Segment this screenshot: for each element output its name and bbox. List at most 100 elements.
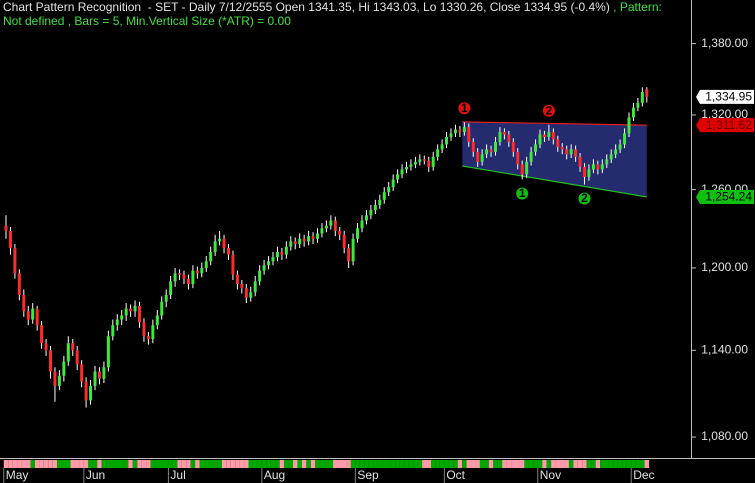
candle-body xyxy=(133,305,137,312)
candle-body xyxy=(53,371,57,386)
candle-body xyxy=(75,350,79,365)
candle-body xyxy=(4,225,8,231)
candle-body xyxy=(271,257,275,262)
direction-ribbon xyxy=(248,460,253,468)
lower-end-label-box xyxy=(696,189,754,204)
candle-body xyxy=(13,247,17,274)
candle-body xyxy=(583,166,586,177)
direction-ribbon xyxy=(190,460,196,468)
candle-body xyxy=(293,241,297,245)
candle-body xyxy=(471,141,475,152)
candle-body xyxy=(623,133,627,145)
direction-ribbon xyxy=(288,460,294,468)
direction-ribbon xyxy=(172,460,178,468)
direction-ribbon xyxy=(608,460,614,468)
direction-ribbon xyxy=(235,460,240,468)
pivot-marker xyxy=(516,187,529,200)
candle-body xyxy=(160,301,164,316)
direction-ribbon xyxy=(230,460,236,468)
direction-ribbon xyxy=(475,460,480,468)
candle-body xyxy=(311,236,315,239)
direction-ribbon xyxy=(155,460,160,468)
direction-ribbon xyxy=(484,460,489,468)
direction-ribbon xyxy=(123,460,129,468)
candle-body xyxy=(329,220,333,226)
direction-ribbon xyxy=(426,460,431,468)
candle-body xyxy=(511,141,515,152)
candle-body xyxy=(66,343,70,362)
candle-body xyxy=(195,270,199,274)
candle-body xyxy=(373,204,377,211)
direction-ribbon xyxy=(106,460,111,468)
candle-body xyxy=(151,325,155,340)
x-tick-label: May xyxy=(6,468,29,482)
candle-body xyxy=(227,247,230,255)
candle-body xyxy=(525,161,529,175)
candle-body xyxy=(485,149,489,155)
direction-ribbon xyxy=(493,460,498,468)
candle-body xyxy=(320,228,324,234)
direction-ribbon xyxy=(430,460,436,468)
direction-ribbon xyxy=(577,460,583,468)
direction-ribbon xyxy=(524,460,529,468)
candle-body xyxy=(240,284,244,289)
direction-ribbon xyxy=(435,460,440,468)
direction-ribbon xyxy=(266,460,271,468)
pivot-label: 1 xyxy=(519,186,526,200)
candle-body xyxy=(138,305,141,323)
candle-body xyxy=(124,308,128,316)
candle-body xyxy=(316,233,319,239)
candle-body xyxy=(218,238,222,242)
pattern-label: , Pattern: xyxy=(610,0,662,14)
direction-ribbon xyxy=(275,460,280,468)
candle-body xyxy=(462,127,466,133)
candle-body xyxy=(636,102,640,108)
direction-ribbon xyxy=(3,460,9,468)
direction-ribbon xyxy=(355,460,360,468)
direction-ribbon xyxy=(92,460,98,468)
direction-ribbon xyxy=(595,460,601,468)
title-text: Chart Pattern Recognition - SET - Daily … xyxy=(3,0,610,14)
direction-ribbon xyxy=(341,460,347,468)
direction-ribbon xyxy=(346,460,351,468)
candle-body xyxy=(191,270,195,285)
candle-body xyxy=(520,164,524,175)
direction-ribbon xyxy=(644,460,650,468)
pattern-upper-line xyxy=(462,121,647,126)
candle-body xyxy=(275,251,279,258)
direction-ribbon xyxy=(328,460,334,468)
candle-body xyxy=(409,164,413,167)
direction-ribbon xyxy=(17,460,22,468)
direction-ribbon xyxy=(640,460,645,468)
candle-body xyxy=(31,308,35,320)
candle-body xyxy=(146,336,150,340)
candle-body xyxy=(378,199,382,205)
direction-ribbon xyxy=(564,460,569,468)
x-tick-label: Oct xyxy=(446,468,465,482)
direction-ribbon xyxy=(88,460,93,468)
y-tick-label: 1,380.00 xyxy=(701,36,748,50)
candle-body xyxy=(298,238,302,245)
candle-body xyxy=(71,343,75,351)
candle-body xyxy=(178,273,182,275)
candle-body xyxy=(494,141,497,152)
direction-ribbon xyxy=(537,460,543,468)
direction-ribbon xyxy=(217,460,222,468)
direction-ribbon xyxy=(97,460,102,468)
candle-body xyxy=(280,251,284,255)
candle-body xyxy=(396,174,400,180)
candle-body xyxy=(489,149,493,152)
x-tick-label: Aug xyxy=(264,468,285,482)
direction-ribbon xyxy=(301,460,307,468)
candle-body xyxy=(458,129,462,133)
pivot-marker xyxy=(542,104,555,117)
direction-ribbon xyxy=(635,460,641,468)
candle-body xyxy=(302,238,306,242)
candle-body xyxy=(645,89,649,97)
x-tick-label: Sep xyxy=(357,468,379,482)
candle-body xyxy=(106,336,110,368)
candle-body xyxy=(49,350,52,372)
direction-ribbon xyxy=(74,460,80,468)
candle-body xyxy=(640,92,644,103)
direction-ribbon xyxy=(297,460,302,468)
